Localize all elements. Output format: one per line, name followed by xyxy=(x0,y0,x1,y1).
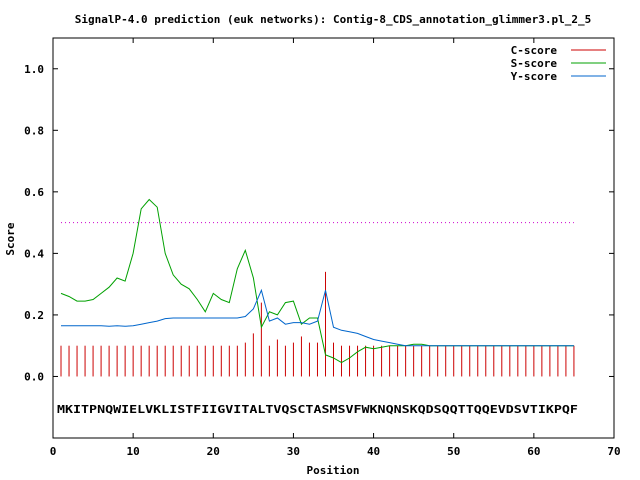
chart-title: SignalP-4.0 prediction (euk networks): C… xyxy=(75,13,592,26)
y-axis-ticks: 0.0 0.2 0.4 0.6 0.8 1.0 xyxy=(24,63,614,383)
legend-label: Y-score xyxy=(511,70,558,83)
x-tick-label: 40 xyxy=(367,445,380,458)
x-tick-label: 50 xyxy=(447,445,460,458)
c-score-impulses xyxy=(60,271,575,377)
y-tick-label: 0.2 xyxy=(24,309,44,322)
y-axis-label: Score xyxy=(4,222,17,255)
legend-label: S-score xyxy=(511,57,558,70)
y-score-line xyxy=(61,288,574,347)
x-tick-label: 70 xyxy=(607,445,620,458)
x-axis-label: Position xyxy=(307,464,360,477)
amino-acid-sequence: MKITPNQWIELVKLISTFIIGVITALTVQSCTASMSVFWK… xyxy=(57,403,578,416)
y-tick-label: 0.6 xyxy=(24,186,44,199)
y-tick-label: 1.0 xyxy=(24,63,44,76)
x-tick-label: 0 xyxy=(50,445,57,458)
x-tick-label: 10 xyxy=(127,445,140,458)
y-tick-label: 0.4 xyxy=(24,247,44,260)
x-tick-label: 30 xyxy=(287,445,300,458)
x-tick-label: 60 xyxy=(527,445,540,458)
plot-frame xyxy=(52,37,615,439)
y-tick-label: 0.0 xyxy=(24,370,44,383)
x-tick-label: 20 xyxy=(207,445,220,458)
y-tick-label: 0.8 xyxy=(24,124,44,137)
legend-label: C-score xyxy=(511,44,558,57)
x-axis-ticks: 0 10 20 30 40 50 60 70 xyxy=(50,38,621,458)
s-score-line xyxy=(60,198,574,364)
